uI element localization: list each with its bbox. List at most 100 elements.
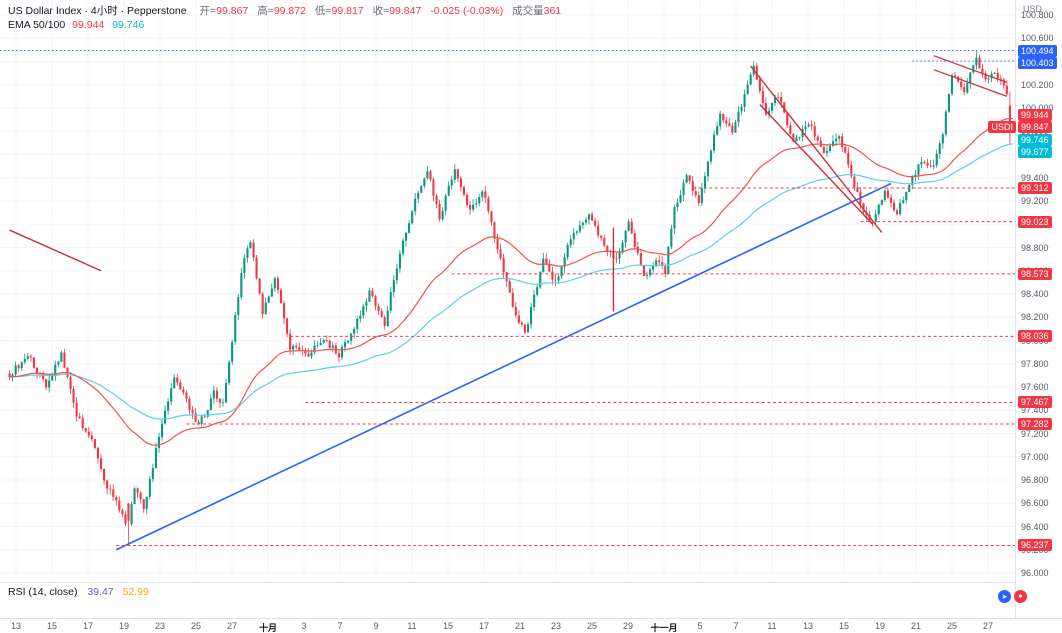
rsi-legend: RSI (14, close) 39.47 52.99 xyxy=(8,586,149,598)
rsi-ma-value: 52.99 xyxy=(122,586,149,598)
price-axis[interactable]: USD 100.800100.600100.400100.200100.0009… xyxy=(988,0,1062,618)
price-level-badge: 97.467 xyxy=(1018,396,1052,409)
time-tick-label: 23 xyxy=(154,621,166,631)
time-tick-label: 21 xyxy=(514,621,526,631)
time-tick-label: 11 xyxy=(407,621,417,631)
price-tick-label: 100.800 xyxy=(1021,10,1054,20)
price-level-badge: 96.237 xyxy=(1018,539,1052,552)
time-tick-label: 17 xyxy=(478,621,490,631)
price-tick-label: 97.600 xyxy=(1021,382,1049,392)
time-tick-label: 25 xyxy=(190,621,202,631)
price-tick-label: 97.200 xyxy=(1021,428,1049,439)
record-button[interactable]: ● xyxy=(1014,590,1027,603)
price-tick-label: 98.800 xyxy=(1021,242,1049,253)
price-tick-label: 99.400 xyxy=(1021,172,1049,183)
price-level-badge: USDI 99.847 xyxy=(988,121,1052,133)
badge-value: 97.282 xyxy=(1021,418,1049,429)
time-tick-label: 19 xyxy=(874,621,886,631)
price-tick-label: 98.400 xyxy=(1021,289,1049,299)
price-tick-label: 100.000 xyxy=(1021,103,1054,113)
time-month-label: 十月 xyxy=(258,623,278,633)
volume-value: 361 xyxy=(543,5,562,17)
price-level-badge: 98.036 xyxy=(1018,330,1052,343)
badge-value: 99.847 xyxy=(1021,122,1049,132)
close-value: 99.847 xyxy=(389,5,422,17)
record-icon: ● xyxy=(1018,593,1023,600)
price-tick-label: 97.800 xyxy=(1021,358,1049,369)
time-tick-label: 23 xyxy=(550,621,562,631)
publish-button[interactable]: ➤ xyxy=(998,590,1011,603)
badge-value: 98.036 xyxy=(1021,331,1049,342)
time-tick-label: 7 xyxy=(337,621,343,631)
low-value: 99.817 xyxy=(331,5,364,17)
badge-value: 99.312 xyxy=(1021,182,1049,193)
price-tick-label: 99.200 xyxy=(1021,196,1049,206)
price-level-badge: 98.573 xyxy=(1018,267,1052,280)
badge-value: 99.023 xyxy=(1021,216,1049,227)
high-value: 99.872 xyxy=(273,5,306,17)
time-tick-label: 7 xyxy=(733,621,739,631)
time-month-label: 十一月 xyxy=(650,623,678,633)
badge-value: 99.677 xyxy=(1021,147,1049,157)
price-level-badge: 97.282 xyxy=(1018,417,1052,430)
time-tick-label: 19 xyxy=(118,621,130,631)
badge-value: 99.746 xyxy=(1021,134,1049,145)
ema-indicator-label[interactable]: EMA 50/100 xyxy=(8,19,66,31)
price-tick-label: 97.400 xyxy=(1021,405,1049,416)
symbol-title[interactable]: US Dollar Index · 4小时 · Pepperstone xyxy=(8,5,187,17)
legend-ema-row: EMA 50/100 99.944 99.746 xyxy=(8,18,561,32)
time-axis[interactable]: 13 15 17 19 23 25 27 十月 3 7 9 11 15 17 21 23 25 29 十一月 5 7 11… xyxy=(0,618,1062,633)
open-label: 开= xyxy=(199,5,217,17)
pane-separator[interactable] xyxy=(0,582,1015,583)
time-tick-label: 25 xyxy=(946,621,958,631)
time-tick-label: 17 xyxy=(82,621,94,631)
badge-value: 98.573 xyxy=(1021,268,1049,279)
currency-label: USD xyxy=(1023,4,1043,14)
time-tick-label: 27 xyxy=(226,621,238,631)
badge-value: 100.494 xyxy=(1021,45,1054,56)
ema100-value: 99.746 xyxy=(112,19,145,31)
symbol-price-tag: USDI xyxy=(988,121,1016,133)
price-level-badge: 99.312 xyxy=(1018,181,1052,194)
badge-value: 100.403 xyxy=(1021,58,1054,69)
time-tick-label: 11 xyxy=(767,621,777,631)
rsi-indicator-label[interactable]: RSI (14, close) xyxy=(8,586,78,598)
time-tick-label: 29 xyxy=(622,621,634,631)
time-tick-label: 15 xyxy=(442,621,454,631)
open-value: 99.867 xyxy=(216,5,249,17)
price-level-badge: 99.944 xyxy=(1018,108,1052,121)
price-level-badge: 100.494 xyxy=(1018,44,1057,57)
paper-plane-icon: ➤ xyxy=(1001,593,1008,601)
chart-legend: US Dollar Index · 4小时 · Pepperstone 开=99… xyxy=(8,4,561,32)
close-label: 收= xyxy=(372,5,390,17)
ema50-value: 99.944 xyxy=(72,19,105,31)
time-tick-label: 21 xyxy=(910,621,922,631)
price-tick-label: 100.600 xyxy=(1021,33,1054,44)
price-tick-label: 97.000 xyxy=(1021,451,1049,462)
low-label: 低= xyxy=(314,5,332,17)
time-tick-label: 9 xyxy=(373,621,379,631)
time-tick-label: 15 xyxy=(46,621,58,631)
time-tick-label: 13 xyxy=(802,621,814,631)
time-tick-label: 25 xyxy=(586,621,598,631)
badge-value: 97.467 xyxy=(1021,397,1049,408)
high-label: 高= xyxy=(257,5,274,17)
price-tick-label: 96.400 xyxy=(1021,521,1049,532)
price-tick-label: 96.800 xyxy=(1021,475,1049,485)
time-tick-label: 27 xyxy=(982,621,994,631)
volume-label: 成交量 xyxy=(512,5,544,17)
legend-symbol-row: US Dollar Index · 4小时 · Pepperstone 开=99… xyxy=(8,4,561,18)
rsi-value: 39.47 xyxy=(87,586,114,598)
price-level-badge: 99.677 xyxy=(1018,146,1052,158)
change-value: -0.025 (-0.03%) xyxy=(430,5,504,17)
time-tick-label: 15 xyxy=(838,621,850,631)
price-level-badge: 99.023 xyxy=(1018,215,1052,228)
price-tick-label: 100.200 xyxy=(1021,79,1054,90)
price-tick-label: 96.000 xyxy=(1021,568,1049,578)
price-level-badge: 99.746 xyxy=(1018,133,1052,146)
time-tick-label: 13 xyxy=(10,621,22,631)
price-level-badge: 100.403 xyxy=(1018,57,1057,70)
time-tick-label: 3 xyxy=(301,621,307,631)
